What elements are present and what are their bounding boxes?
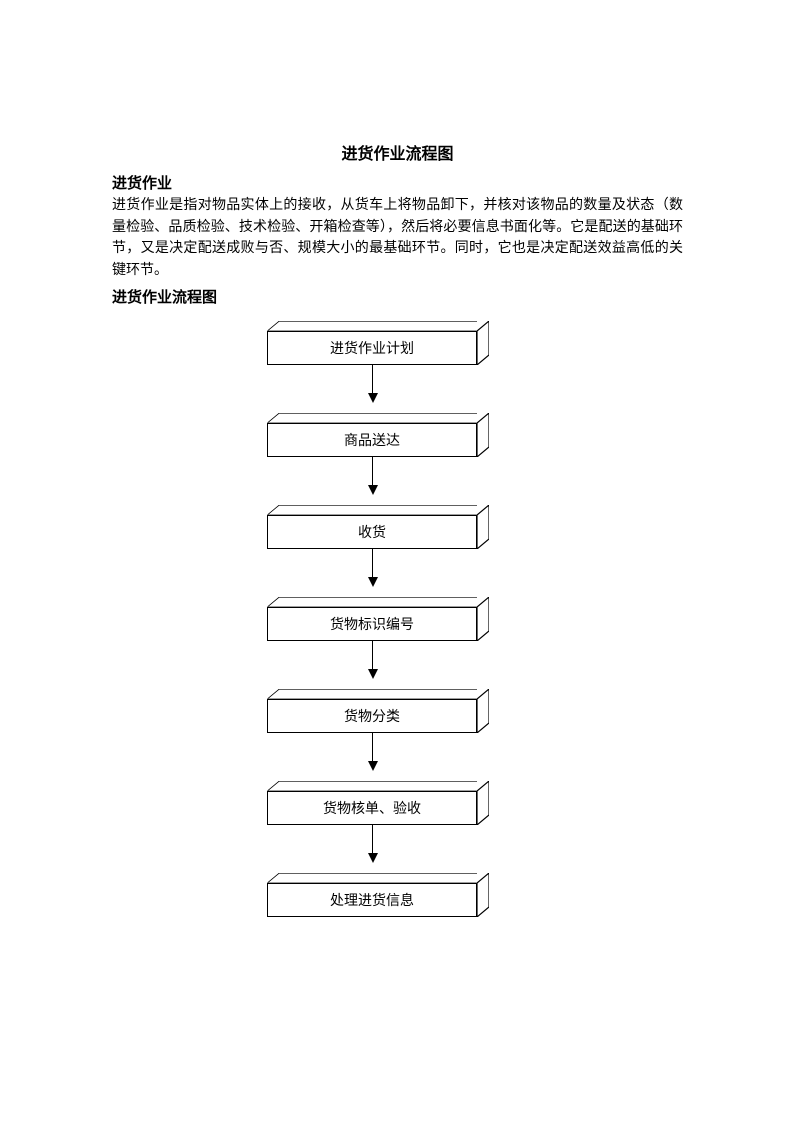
flow-node: 货物核单、验收: [267, 781, 489, 825]
flow-node-label: 货物分类: [344, 706, 400, 726]
flow-node: 进货作业计划: [267, 321, 489, 365]
flow-node: 货物标识编号: [267, 597, 489, 641]
section-heading-2: 进货作业流程图: [112, 286, 683, 307]
flow-node: 收货: [267, 505, 489, 549]
flow-node: 处理进货信息: [267, 873, 489, 917]
body-paragraph: 进货作业是指对物品实体上的接收，从货车上将物品卸下，并核对该物品的数量及状态（数…: [112, 195, 683, 282]
flow-node: 商品送达: [267, 413, 489, 457]
flow-node: 货物分类: [267, 689, 489, 733]
flow-node-label: 货物核单、验收: [323, 798, 421, 818]
section-heading-1: 进货作业: [112, 172, 683, 193]
flow-node-label: 货物标识编号: [330, 614, 414, 634]
document-title: 进货作业流程图: [112, 140, 683, 164]
flow-node-label: 收货: [358, 522, 386, 542]
flow-node-label: 商品送达: [344, 430, 400, 450]
flow-node-label: 处理进货信息: [330, 890, 414, 910]
flow-node-label: 进货作业计划: [330, 338, 414, 358]
flowchart-container: 进货作业计划商品送达收货货物标识编号货物分类货物核单、验收处理进货信息: [112, 309, 683, 949]
